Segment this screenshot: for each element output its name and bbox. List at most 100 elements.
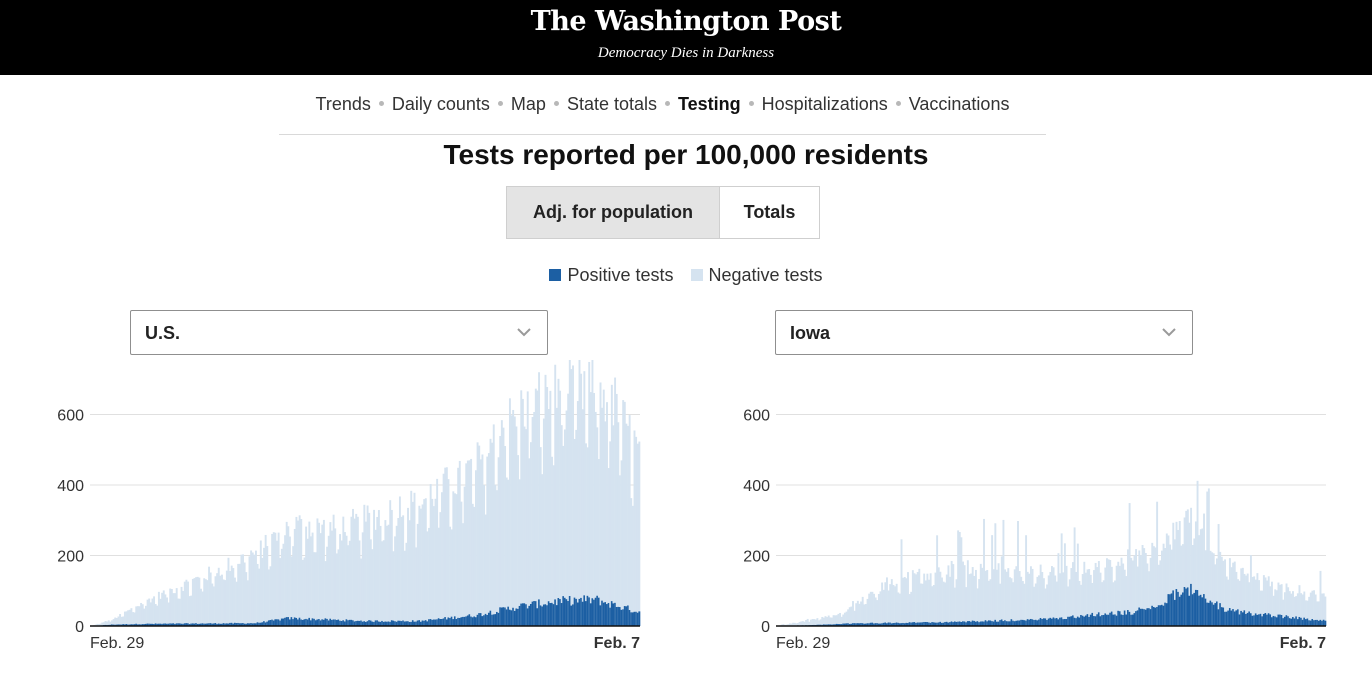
negative-bar — [449, 526, 452, 626]
site-logo[interactable]: The Washington Post — [530, 6, 842, 37]
negative-bar — [971, 567, 974, 626]
positive-bar — [170, 623, 173, 626]
positive-bar — [371, 621, 374, 626]
positive-bar — [153, 624, 156, 626]
positive-bar — [1156, 606, 1159, 626]
positive-bar — [418, 620, 421, 626]
negative-bar — [936, 535, 939, 626]
positive-bar — [871, 622, 874, 626]
negative-bar — [1272, 595, 1275, 626]
negative-bar — [358, 540, 361, 626]
positive-bar — [1046, 619, 1049, 626]
positive-bar — [256, 622, 259, 626]
positive-bar — [1067, 616, 1070, 626]
nav-testing[interactable]: Testing — [678, 94, 741, 114]
positive-bar — [426, 621, 429, 626]
negative-bar — [408, 520, 411, 626]
negative-bar — [180, 586, 183, 626]
positive-bar — [1078, 617, 1081, 626]
negative-bar — [389, 500, 392, 626]
nav-daily-counts[interactable]: Daily counts — [391, 94, 490, 114]
positive-bar — [847, 623, 850, 626]
negative-bar — [557, 378, 560, 626]
negative-bar — [1214, 564, 1217, 626]
negative-bar — [122, 616, 125, 626]
positive-bar — [1068, 616, 1071, 626]
negative-bar — [1005, 571, 1008, 626]
negative-bar — [1258, 580, 1260, 626]
negative-bar — [441, 492, 443, 626]
negative-bar — [1185, 510, 1188, 626]
negative-bar — [466, 460, 469, 626]
negative-bar — [850, 606, 853, 626]
positive-bar — [297, 619, 299, 626]
nav-state-totals[interactable]: State totals — [566, 94, 657, 114]
positive-bar — [1054, 618, 1057, 626]
positive-bar — [466, 615, 469, 626]
nav-separator — [497, 100, 503, 106]
positive-bar — [125, 624, 128, 626]
negative-bar — [329, 522, 332, 626]
negative-bar — [908, 594, 911, 626]
positive-bar — [860, 623, 863, 626]
negative-bar — [437, 527, 440, 626]
negative-bar — [229, 571, 232, 626]
negative-bar — [1207, 488, 1210, 626]
negative-bar — [911, 570, 914, 626]
region-select-right[interactable]: Iowa — [775, 310, 1193, 355]
positive-bar — [306, 619, 309, 626]
positive-bar — [1303, 617, 1306, 626]
totals-button[interactable]: Totals — [720, 187, 819, 238]
nav-vaccinations[interactable]: Vaccinations — [908, 94, 1010, 114]
negative-bar — [635, 436, 638, 626]
positive-bar — [551, 602, 553, 626]
negative-bar — [793, 622, 796, 626]
nav-hospitalizations[interactable]: Hospitalizations — [761, 94, 888, 114]
negative-bar — [568, 360, 571, 626]
negative-bar — [350, 516, 353, 626]
negative-bar — [337, 549, 340, 626]
negative-bar — [814, 619, 817, 626]
negative-bar — [1290, 593, 1293, 626]
negative-bar — [418, 505, 421, 626]
negative-bar — [1266, 580, 1269, 626]
negative-bar — [801, 621, 804, 626]
positive-bar — [452, 619, 455, 626]
negative-bar — [889, 584, 892, 626]
negative-bar — [287, 526, 290, 626]
positive-bar — [1274, 616, 1277, 626]
y-tick-label: 600 — [743, 408, 770, 425]
positive-bar — [1114, 614, 1117, 626]
positive-bar — [515, 608, 518, 626]
negative-bar — [204, 579, 207, 626]
positive-bar — [397, 620, 400, 626]
positive-bar — [151, 623, 154, 626]
positive-bar — [1023, 620, 1026, 626]
negative-bar — [552, 465, 555, 626]
nav-trends[interactable]: Trends — [315, 94, 371, 114]
negative-bar — [386, 525, 388, 626]
region-select-left[interactable]: U.S. — [130, 310, 548, 355]
negative-bar — [1028, 573, 1031, 626]
positive-bar — [622, 609, 625, 626]
negative-bar — [303, 557, 306, 626]
positive-bar — [895, 622, 898, 626]
positive-bar — [224, 623, 227, 626]
positive-bar — [373, 621, 376, 626]
adj-population-button[interactable]: Adj. for population — [507, 187, 720, 238]
x-end-label: Feb. 7 — [594, 635, 640, 652]
negative-bar — [583, 371, 586, 626]
negative-bar — [221, 574, 223, 626]
negative-bar — [468, 460, 471, 626]
negative-bar — [279, 558, 282, 626]
negative-bar — [1303, 591, 1306, 626]
negative-bar — [230, 565, 233, 626]
negative-bar — [1021, 581, 1024, 626]
positive-bar — [230, 622, 233, 626]
nav-map[interactable]: Map — [510, 94, 546, 114]
positive-bar — [531, 601, 534, 626]
negative-bar — [266, 546, 269, 626]
negative-bar — [1182, 544, 1184, 626]
negative-bar — [1198, 535, 1201, 626]
positive-bar — [460, 617, 463, 626]
